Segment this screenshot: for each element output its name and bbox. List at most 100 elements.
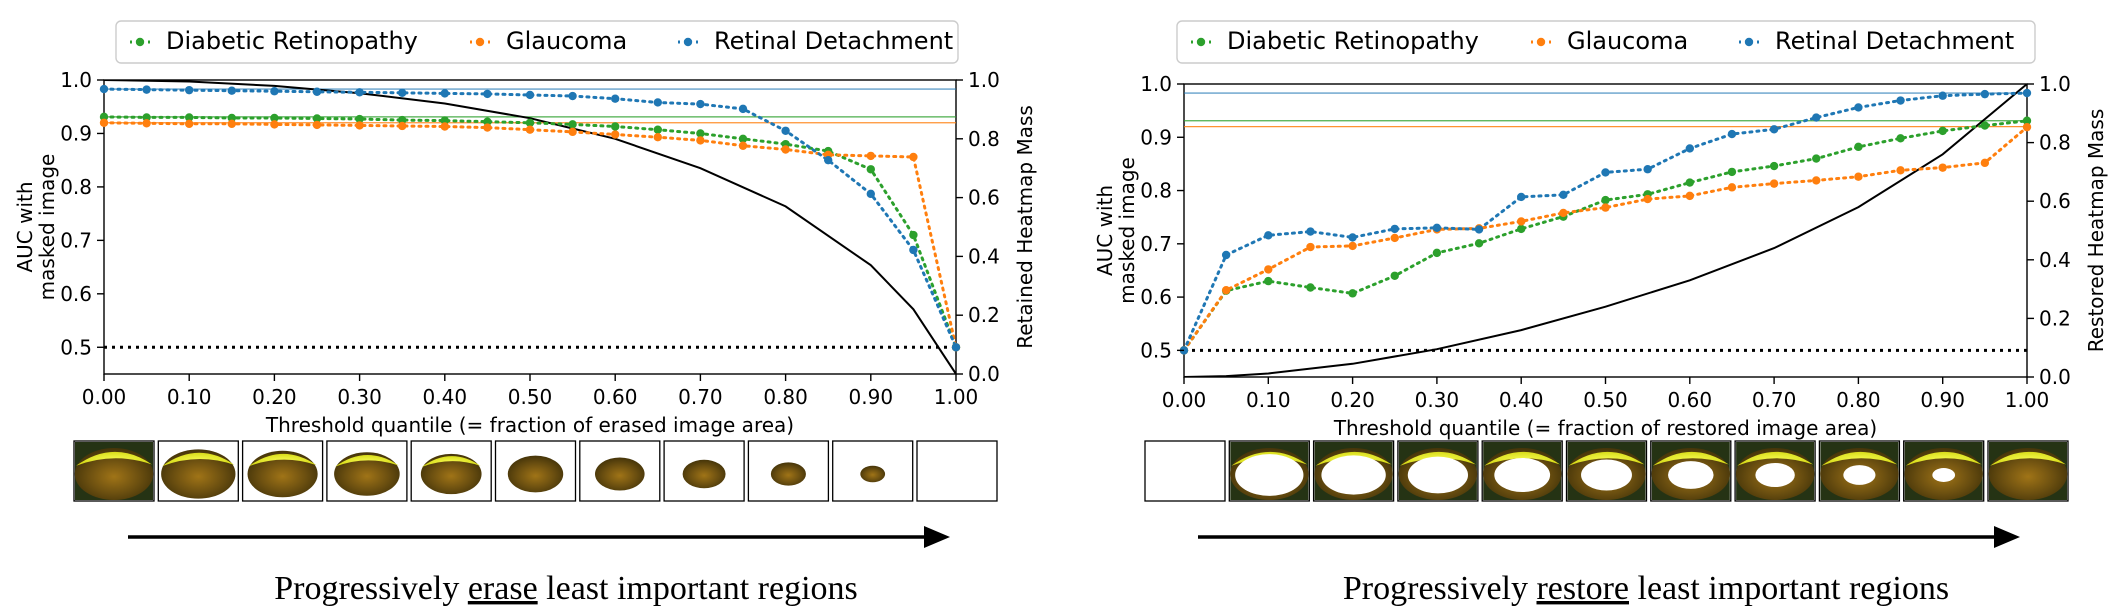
- plot-area: [1183, 83, 2028, 378]
- fundus-image-thumbnail: [1228, 440, 1310, 502]
- retinal-detachment-point: [355, 88, 364, 97]
- retinal-detachment-point: [611, 94, 620, 103]
- fundus-disc: [161, 449, 236, 499]
- y2-tick-label: 0.4: [968, 244, 1000, 268]
- retinal-detachment-point: [1769, 125, 1779, 134]
- retinal-detachment-legend-label: Retinal Detachment: [714, 27, 953, 55]
- caption-verb: erase: [468, 570, 538, 607]
- legend-frame: [1176, 20, 2036, 64]
- restore-mask-hole: [1235, 454, 1304, 496]
- glaucoma-legend-label: Glaucoma: [1567, 27, 1688, 55]
- retinal-detachment-point: [1559, 190, 1568, 200]
- diabetic-retinopathy-legend-marker: [1196, 37, 1206, 47]
- y2-tick-label: 0.8: [968, 127, 1000, 151]
- y2-tick-label: 1.0: [968, 68, 1000, 92]
- fundus-image-thumbnail: [157, 440, 239, 502]
- glaucoma-point: [1938, 163, 1947, 172]
- fundus-disc: [682, 459, 726, 489]
- glaucoma-point: [398, 121, 407, 131]
- retinal-detachment-point: [99, 84, 109, 94]
- glaucoma-point: [2022, 122, 2032, 132]
- x-tick-label: 0.40: [1499, 388, 1544, 412]
- restore-mask-hole: [1494, 457, 1551, 493]
- fundus-rim: [1821, 451, 1898, 466]
- diabetic-retinopathy-point: [1348, 289, 1357, 298]
- diabetic-retinopathy-point: [1896, 134, 1905, 143]
- y-tick-label: 0.6: [1140, 285, 1172, 309]
- diabetic-retinopathy-point: [653, 125, 662, 134]
- caption-prefix: Progressively: [1343, 570, 1537, 607]
- thumbnail-strip: [1144, 440, 2069, 502]
- diabetic-retinopathy-point: [1854, 142, 1863, 152]
- y-tick-label: 0.5: [1140, 338, 1172, 362]
- chart-panel-1: 0.00 0.10 0.20 0.30 0.40 0.50 0.60 0.70 0.80 0.90…: [13, 20, 1037, 607]
- fundus-rim: [1568, 451, 1645, 466]
- retinal-detachment-point: [1432, 223, 1442, 233]
- glaucoma-point: [1306, 242, 1315, 252]
- x-tick-label: 0.60: [593, 385, 638, 409]
- fundus-image-thumbnail: [832, 440, 914, 502]
- fundus-rim: [1905, 451, 1982, 466]
- retinal-detachment-point: [1221, 250, 1231, 260]
- retinal-detachment-point: [1517, 192, 1526, 202]
- arrow-head: [924, 526, 950, 548]
- diabetic-retinopathy-point: [142, 113, 151, 122]
- heatmap-mass-curve: [1184, 84, 2027, 377]
- y2-axis-label: Retained Heatmap Mass: [1013, 105, 1037, 349]
- fundus-rim: [1231, 451, 1308, 466]
- glaucoma-point: [483, 123, 492, 132]
- glaucoma-point: [696, 136, 705, 145]
- diabetic-retinopathy-point: [1601, 195, 1610, 205]
- diabetic-retinopathy-point: [1812, 154, 1821, 163]
- arrow-head: [1994, 526, 2020, 548]
- fundus-image-thumbnail: [326, 440, 408, 502]
- glaucoma-legend-label: Glaucoma: [506, 27, 627, 55]
- retinal-detachment-point: [781, 126, 790, 135]
- x-tick-label: 0.30: [337, 385, 382, 409]
- diabetic-retinopathy-point: [185, 113, 194, 122]
- y-tick-label: 0.9: [60, 121, 92, 145]
- diabetic-retinopathy-point: [312, 114, 322, 123]
- glaucoma-point: [1812, 176, 1821, 185]
- glaucoma-point: [568, 127, 577, 137]
- x-tick-label: 0.50: [508, 385, 553, 409]
- diabetic-retinopathy-legend-label: Diabetic Retinopathy: [1227, 27, 1479, 55]
- y-tick-label: 0.8: [60, 175, 92, 199]
- fundus-image-thumbnail: [1481, 440, 1563, 502]
- legend-frame: [115, 20, 959, 64]
- x-tick-label: 0.00: [1162, 388, 1207, 412]
- diabetic-retinopathy-point: [2022, 116, 2032, 125]
- diabetic-retinopathy-point: [738, 134, 748, 143]
- retinal-detachment-point: [1264, 231, 1273, 240]
- x-tick-label: 0.60: [1668, 388, 1713, 412]
- fundus-image-thumbnail: [747, 440, 830, 502]
- retinal-detachment-legend-marker: [683, 37, 693, 47]
- fundus-image-thumbnail: [1734, 440, 1816, 502]
- right-arrow-icon: [128, 526, 950, 548]
- retinal-detachment-point: [312, 87, 322, 96]
- diabetic-retinopathy-point: [1517, 224, 1526, 234]
- fundus-rim: [248, 453, 317, 467]
- fundus-rim: [1990, 451, 2066, 466]
- fundus-disc: [860, 465, 886, 483]
- fundus-image-thumbnail: [1565, 440, 1648, 502]
- retinal-detachment-legend-label: Retinal Detachment: [1775, 27, 2014, 55]
- glaucoma-point: [1390, 233, 1399, 243]
- x-tick-label: 0.50: [1583, 388, 1628, 412]
- fundus-disc: [74, 448, 154, 500]
- glaucoma-point: [440, 122, 449, 131]
- diabetic-retinopathy-point: [909, 230, 918, 240]
- diabetic-retinopathy-point: [227, 113, 236, 123]
- retinal-detachment-point: [1727, 129, 1737, 139]
- legend: Diabetic Retinopathy Glaucoma Retinal Deta…: [1176, 20, 2036, 64]
- diabetic-retinopathy-point: [1685, 178, 1695, 187]
- retinal-detachment-point: [1348, 233, 1357, 242]
- fundus-rim: [1315, 451, 1392, 466]
- x-tick-label: 1.00: [2005, 388, 2050, 412]
- diabetic-retinopathy-point: [270, 113, 279, 123]
- glaucoma-series-line: [1184, 125, 2027, 352]
- y-tick-label: 0.7: [60, 228, 92, 252]
- retinal-detachment-point: [1390, 224, 1399, 234]
- restore-mask-hole: [1843, 465, 1876, 485]
- fundus-rim: [1737, 451, 1814, 466]
